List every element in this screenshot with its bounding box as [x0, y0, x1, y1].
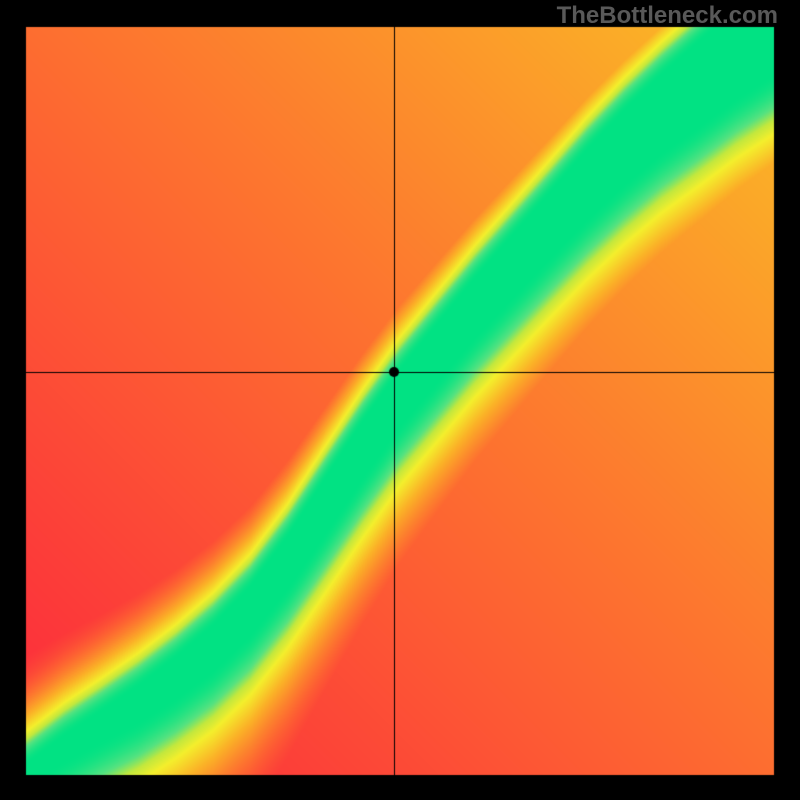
bottleneck-heatmap	[0, 0, 800, 800]
chart-container: TheBottleneck.com	[0, 0, 800, 800]
watermark-text: TheBottleneck.com	[557, 2, 778, 30]
